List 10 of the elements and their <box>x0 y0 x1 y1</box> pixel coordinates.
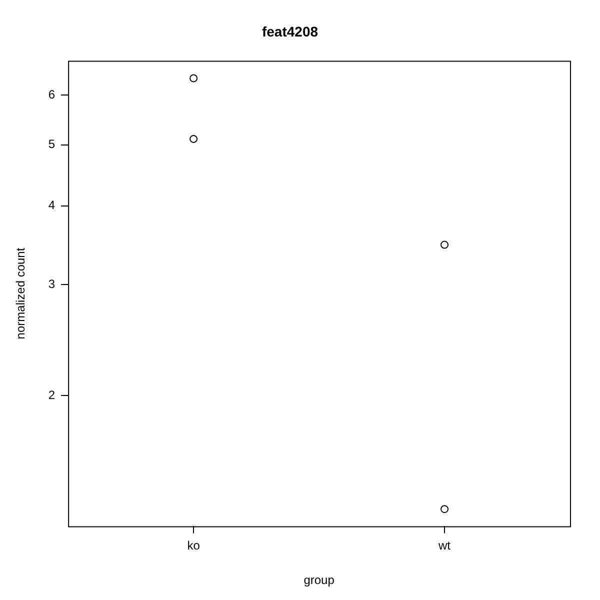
y-tick-label: 5 <box>48 137 56 152</box>
y-tick-label: 3 <box>48 276 56 291</box>
x-tick-label: wt <box>438 538 452 553</box>
y-tick-label: 4 <box>48 198 56 212</box>
x-tick-label: ko <box>187 538 200 553</box>
y-tick-label: 2 <box>48 388 56 402</box>
y-axis-title: normalized count <box>14 247 28 340</box>
x-axis-title: group <box>304 573 335 588</box>
chart-title: feat4208 <box>262 23 318 40</box>
y-tick-label: 6 <box>48 87 56 102</box>
